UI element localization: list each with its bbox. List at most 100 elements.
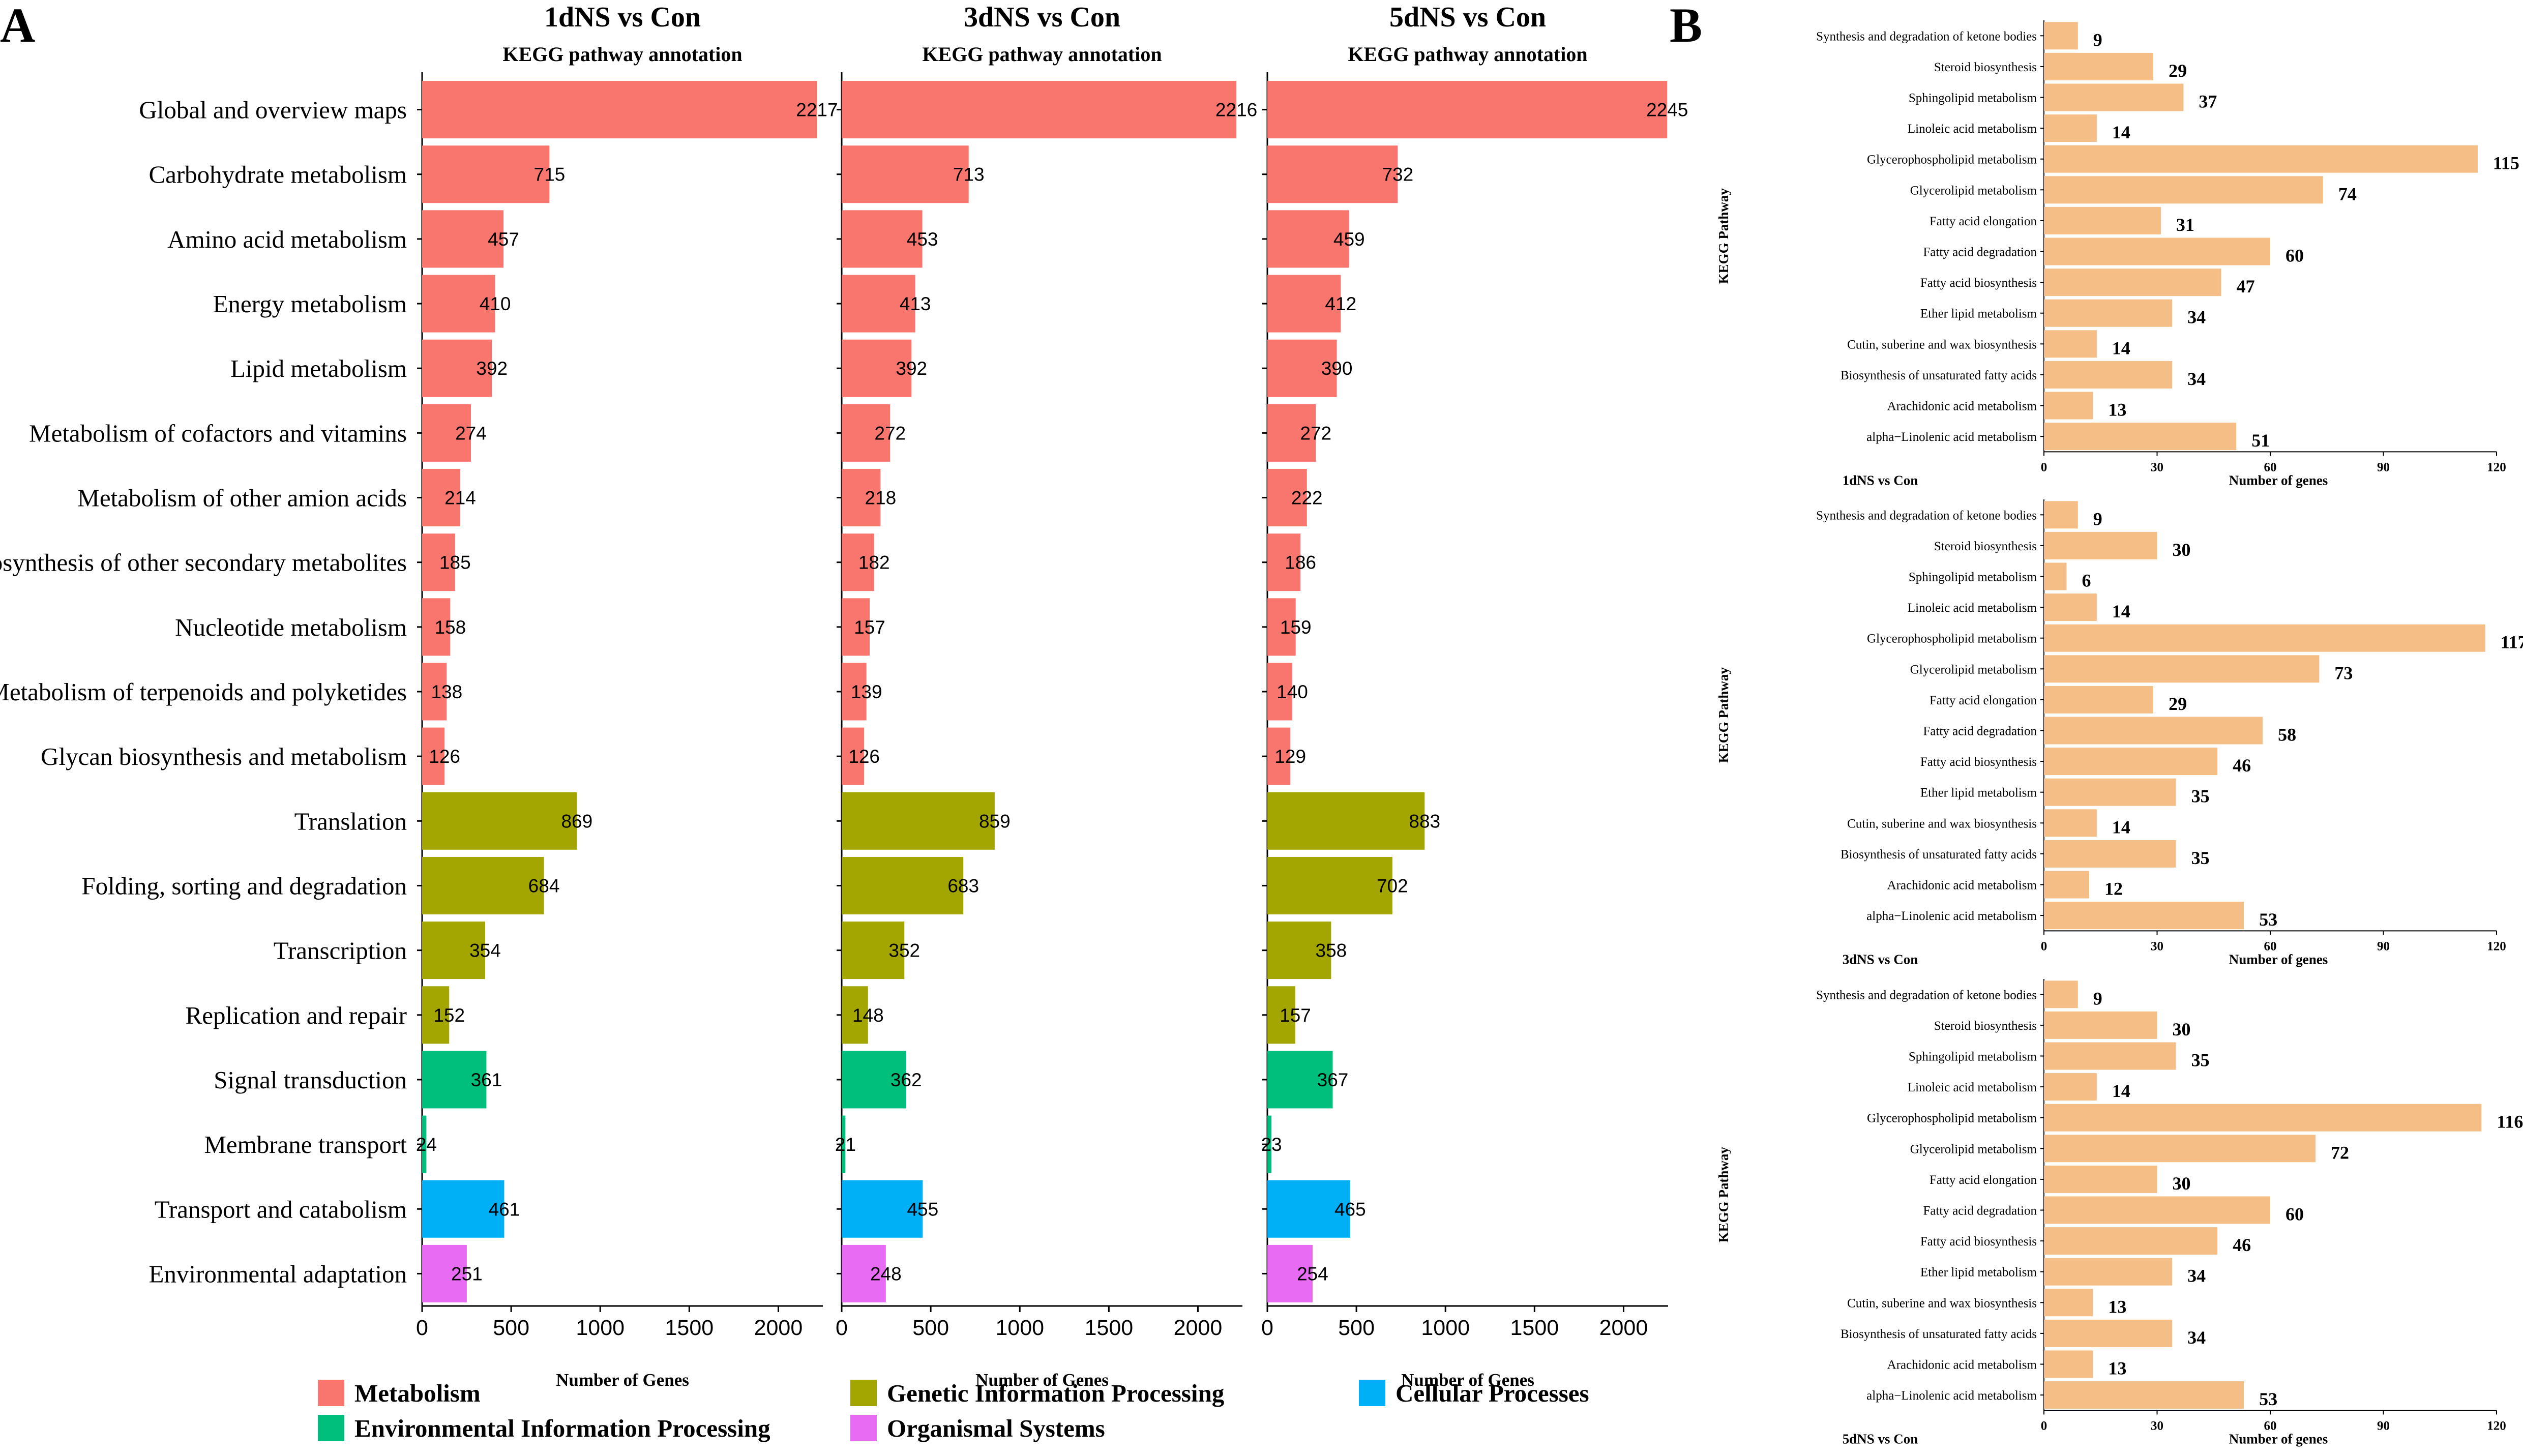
data-label: 713 <box>953 164 985 185</box>
category-label: Translation <box>294 807 407 835</box>
category-label: Biosynthesis of unsaturated fatty acids <box>1841 1327 2037 1341</box>
legend-label: Environmental Information Processing <box>354 1414 770 1442</box>
data-label: 362 <box>891 1069 922 1090</box>
legend-label: Genetic Information Processing <box>887 1379 1225 1407</box>
data-label: 185 <box>439 552 471 573</box>
category-label: Biosynthesis of unsaturated fatty acids <box>1841 369 2037 382</box>
data-label: 74 <box>2338 184 2357 204</box>
bar <box>1267 1180 1350 1238</box>
bar <box>2044 902 2244 930</box>
data-label: 139 <box>851 681 882 702</box>
data-label: 13 <box>2108 400 2126 420</box>
category-label: Lipid metabolism <box>230 354 407 382</box>
bar <box>2044 531 2157 559</box>
legend-swatch <box>318 1380 344 1406</box>
bar <box>2044 778 2176 806</box>
bar <box>2044 1196 2270 1224</box>
bar <box>2044 562 2067 590</box>
category-label: Sphingolipid metabolism <box>1909 92 2037 105</box>
x-tick-label: 120 <box>2487 460 2506 474</box>
data-label: 126 <box>848 746 880 767</box>
bar <box>2044 269 2221 296</box>
bar <box>2044 1258 2173 1286</box>
x-axis-title: Number of Genes <box>1401 1370 1534 1390</box>
bar <box>842 598 870 656</box>
data-label: 157 <box>1280 1005 1311 1026</box>
bar-chart-2: 3dNS vs Con KEGG pathway annotation 2216 71… <box>835 2 1257 1390</box>
category-label: Fatty acid degradation <box>1923 725 2037 738</box>
bar <box>842 1051 906 1109</box>
chart-title: 3dNS vs Con <box>964 2 1120 33</box>
data-label: 684 <box>528 875 560 896</box>
data-label: 413 <box>900 293 931 314</box>
category-label: Glycerolipid metabolism <box>1910 184 2037 197</box>
bar <box>2044 1104 2482 1132</box>
data-label: 129 <box>1274 746 1306 767</box>
bar <box>2044 1227 2218 1255</box>
data-label: 148 <box>852 1005 884 1026</box>
bar <box>2044 1135 2316 1163</box>
x-axis-title: Number of Genes <box>975 1370 1109 1390</box>
category-label: Glycerophospholipid metabolism <box>1867 153 2037 167</box>
legend-swatch <box>318 1415 344 1441</box>
bar <box>422 663 447 721</box>
data-label: 859 <box>979 811 1011 831</box>
bar <box>2044 871 2089 899</box>
bar <box>1267 210 1349 268</box>
bar <box>2044 114 2097 142</box>
bar <box>1267 275 1341 333</box>
bar <box>422 145 550 203</box>
legend-swatch <box>1359 1380 1385 1406</box>
bar <box>2044 1011 2157 1039</box>
data-label: 702 <box>1377 875 1408 896</box>
bar <box>422 598 451 656</box>
category-label: Folding, sorting and degradation <box>81 872 407 900</box>
x-tick-label: 0 <box>2041 1419 2047 1433</box>
x-tick-label: 30 <box>2151 939 2163 953</box>
data-label: 459 <box>1333 229 1365 250</box>
bar <box>2044 809 2097 837</box>
x-axis-title: Number of genes <box>2229 952 2328 967</box>
data-label: 116 <box>2497 1112 2523 1132</box>
data-label: 883 <box>1409 811 1440 831</box>
x-tick-label: 2000 <box>1599 1316 1648 1340</box>
data-label: 12 <box>2104 879 2123 899</box>
data-label: 14 <box>2112 1081 2130 1101</box>
x-tick-label: 90 <box>2377 460 2390 474</box>
category-label: alpha−Linolenic acid metabolism <box>1866 909 2037 923</box>
data-label: 392 <box>476 358 508 379</box>
data-label: 37 <box>2199 92 2217 112</box>
data-label: 34 <box>2187 1327 2206 1348</box>
category-label: Fatty acid degradation <box>1923 246 2037 259</box>
category-label: Metabolism of terpenoids and polyketides <box>0 678 407 706</box>
data-label: 138 <box>431 681 462 702</box>
bar <box>1267 339 1337 397</box>
data-label: 2245 <box>1646 100 1688 121</box>
data-label: 222 <box>1291 488 1323 509</box>
data-label: 14 <box>2112 601 2130 621</box>
bar <box>1267 792 1425 850</box>
category-label: Synthesis and degradation of ketone bodi… <box>1816 988 2037 1002</box>
bar <box>2044 1350 2093 1378</box>
bar <box>842 1244 886 1302</box>
data-label: 869 <box>561 811 592 831</box>
x-axis-title: Number of genes <box>2229 1431 2328 1446</box>
category-label: Glycerophospholipid metabolism <box>1867 632 2037 646</box>
kegg-lipid-chart-1: Synthesis and degradation of ketone bodi… <box>1716 20 2519 488</box>
category-label: Linoleic acid metabolism <box>1908 601 2037 615</box>
bar <box>842 404 891 462</box>
category-label: Amino acid metabolism <box>167 225 407 253</box>
bar <box>422 727 445 785</box>
category-label: Ether lipid metabolism <box>1920 307 2037 321</box>
category-label: Glycerolipid metabolism <box>1910 663 2037 676</box>
data-label: 9 <box>2093 988 2102 1008</box>
bar <box>2044 176 2323 204</box>
bar <box>422 469 460 527</box>
category-label: Arachidonic acid metabolism <box>1887 400 2037 413</box>
data-label: 46 <box>2233 1235 2251 1255</box>
data-label: 35 <box>2191 848 2210 868</box>
data-label: 140 <box>1277 681 1308 702</box>
x-tick-label: 2000 <box>754 1316 803 1340</box>
data-label: 214 <box>444 488 476 509</box>
category-label: Arachidonic acid metabolism <box>1887 1358 2037 1372</box>
